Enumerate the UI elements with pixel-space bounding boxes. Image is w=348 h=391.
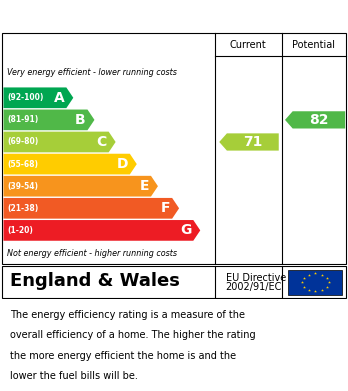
Polygon shape <box>3 109 94 130</box>
Text: A: A <box>54 91 65 105</box>
Text: (92-100): (92-100) <box>7 93 44 102</box>
Text: Very energy efficient - lower running costs: Very energy efficient - lower running co… <box>7 68 177 77</box>
Text: (55-68): (55-68) <box>7 160 38 169</box>
Text: C: C <box>97 135 107 149</box>
Polygon shape <box>3 88 73 108</box>
Text: E: E <box>140 179 149 193</box>
Text: 2002/91/EC: 2002/91/EC <box>226 282 282 292</box>
Polygon shape <box>3 220 200 241</box>
Text: (69-80): (69-80) <box>7 138 38 147</box>
Text: Energy Efficiency Rating: Energy Efficiency Rating <box>10 9 220 23</box>
Polygon shape <box>3 154 137 174</box>
Text: (39-54): (39-54) <box>7 182 38 191</box>
Text: overall efficiency of a home. The higher the rating: overall efficiency of a home. The higher… <box>10 330 256 340</box>
Text: lower the fuel bills will be.: lower the fuel bills will be. <box>10 371 138 381</box>
Polygon shape <box>3 132 116 152</box>
Text: England & Wales: England & Wales <box>10 272 180 290</box>
Polygon shape <box>219 133 279 151</box>
Text: G: G <box>180 223 191 237</box>
Text: F: F <box>161 201 171 215</box>
Text: (1-20): (1-20) <box>7 226 33 235</box>
Bar <box>288 269 342 295</box>
Text: Potential: Potential <box>292 40 335 50</box>
Polygon shape <box>3 198 179 219</box>
Text: (21-38): (21-38) <box>7 204 38 213</box>
Text: The energy efficiency rating is a measure of the: The energy efficiency rating is a measur… <box>10 310 245 320</box>
Text: D: D <box>117 157 128 171</box>
Text: Current: Current <box>230 40 267 50</box>
Text: 82: 82 <box>309 113 329 127</box>
Text: B: B <box>75 113 86 127</box>
Text: (81-91): (81-91) <box>7 115 38 124</box>
Text: 71: 71 <box>243 135 262 149</box>
Text: Not energy efficient - higher running costs: Not energy efficient - higher running co… <box>7 249 177 258</box>
Text: the more energy efficient the home is and the: the more energy efficient the home is an… <box>10 351 237 361</box>
Text: EU Directive: EU Directive <box>226 273 286 283</box>
Polygon shape <box>3 176 158 197</box>
Polygon shape <box>285 111 345 129</box>
